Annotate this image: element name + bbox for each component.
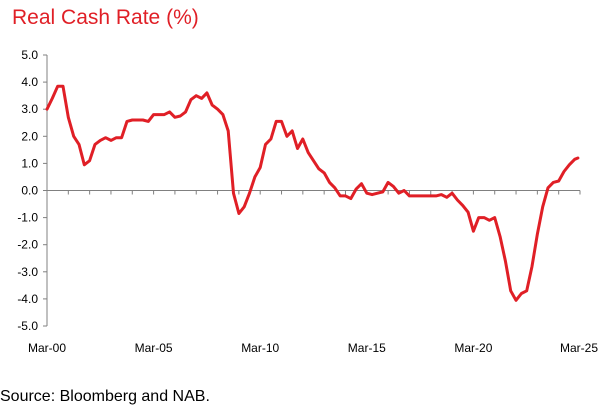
y-tick-label: -2.0: [17, 238, 38, 252]
y-tick-label: 4.0: [21, 75, 38, 89]
x-tick-label: Mar-15: [348, 341, 386, 355]
y-tick-label: 5.0: [21, 48, 38, 62]
real-cash-rate-chart: 5.0 4.0 3.0 2.0 1.0 0.0 -1.0 -2.0 -3.0 -4.0 -5.0 M…: [17, 48, 598, 355]
y-tick-label: -3.0: [17, 265, 38, 279]
source-note: Source: Bloomberg and NAB.: [0, 388, 210, 405]
x-axis: Mar-00 Mar-05 Mar-10 Mar-15 Mar-20 Mar-25: [28, 190, 598, 355]
y-tick-label: -5.0: [17, 319, 38, 333]
x-tick-label: Mar-00: [28, 341, 66, 355]
y-tick-label: -4.0: [17, 292, 38, 306]
x-tick-label: Mar-20: [454, 341, 492, 355]
y-tick-label: 2.0: [21, 129, 38, 143]
y-tick-label: 3.0: [21, 102, 38, 116]
series-line-0: [45, 84, 580, 302]
x-tick-label: Mar-25: [560, 341, 598, 355]
x-tick-label: Mar-10: [241, 341, 279, 355]
y-tick-label: -1.0: [17, 211, 38, 225]
y-axis: 5.0 4.0 3.0 2.0 1.0 0.0 -1.0 -2.0 -3.0 -4.0 -5.0: [17, 48, 48, 333]
y-tick-label: 0.0: [21, 184, 38, 198]
series-group: [45, 84, 580, 302]
x-tick-label: Mar-05: [135, 341, 173, 355]
chart-title: Real Cash Rate (%): [12, 6, 199, 29]
y-tick-label: 1.0: [21, 156, 38, 170]
